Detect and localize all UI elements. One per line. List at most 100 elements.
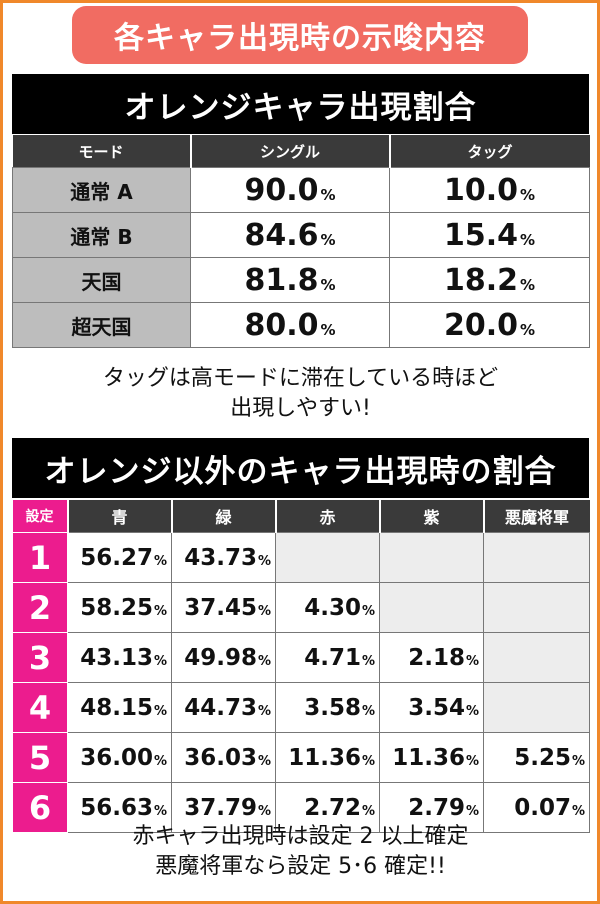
- mode-label: 超天国: [12, 302, 191, 348]
- blue-value: 56.27%: [67, 532, 172, 583]
- percent-sign: %: [257, 803, 271, 819]
- red-value: 11.36%: [275, 732, 380, 783]
- percent-sign: %: [153, 553, 167, 569]
- setting-number: 1: [12, 532, 68, 583]
- percent-sign: %: [520, 230, 536, 249]
- empty-cell: [483, 532, 590, 583]
- mode-label: 天国: [12, 257, 191, 303]
- percent-sign: %: [520, 185, 536, 204]
- green-value: 49.98%: [171, 632, 276, 683]
- percent-sign: %: [571, 753, 585, 769]
- cell-value: 37.79: [184, 794, 257, 821]
- blue-value: 56.63%: [67, 782, 172, 833]
- header-single: シングル: [190, 135, 391, 168]
- cell-value: 11.36: [392, 744, 465, 771]
- orange-section-title: オレンジキャラ出現割合: [12, 74, 589, 134]
- single-value: 90.0%: [190, 167, 390, 213]
- percent-sign: %: [257, 703, 271, 719]
- tag-value: 10.0%: [389, 167, 590, 213]
- percent-sign: %: [320, 320, 336, 339]
- cell-value: 11.36: [288, 744, 361, 771]
- percent-sign: %: [361, 753, 375, 769]
- red-value: 2.72%: [275, 782, 380, 833]
- empty-cell: [483, 582, 590, 633]
- blue-value: 43.13%: [67, 632, 172, 683]
- percent-sign: %: [361, 603, 375, 619]
- percent-sign: %: [520, 275, 536, 294]
- empty-cell: [379, 582, 484, 633]
- other-note: 赤キャラ出現時は設定 2 以上確定 悪魔将軍なら設定 5･6 確定!!: [12, 822, 589, 882]
- percent-sign: %: [361, 803, 375, 819]
- percent-sign: %: [465, 653, 479, 669]
- red-value: 4.30%: [275, 582, 380, 633]
- percent-sign: %: [257, 653, 271, 669]
- cell-value: 2.79: [408, 794, 465, 821]
- other-table-header-row: 設定 青 緑 赤 紫 悪魔将軍: [12, 500, 590, 533]
- tag-value: 15.4%: [389, 212, 590, 258]
- tag-value: 18.2%: [389, 257, 590, 303]
- cell-value: 49.98: [184, 644, 257, 671]
- setting-number: 6: [12, 782, 68, 833]
- table-row: 2 58.25% 37.45% 4.30%: [12, 582, 590, 633]
- cell-value: 43.73: [184, 544, 257, 571]
- akuma-shogun-value: 0.07%: [483, 782, 590, 833]
- percent-sign: %: [257, 603, 271, 619]
- header-akuma-shogun: 悪魔将軍: [483, 500, 590, 533]
- setting-number: 5: [12, 732, 68, 783]
- header-red: 赤: [275, 500, 381, 533]
- cell-value: 5.25: [514, 744, 571, 771]
- red-value: 3.58%: [275, 682, 380, 733]
- mode-label: 通常 A: [12, 167, 191, 213]
- empty-cell: [483, 682, 590, 733]
- cell-value: 58.25: [80, 594, 153, 621]
- cell-value: 10.0: [443, 172, 518, 208]
- other-note-line2: 悪魔将軍なら設定 5･6 確定!!: [155, 854, 446, 879]
- percent-sign: %: [153, 803, 167, 819]
- green-value: 37.45%: [171, 582, 276, 633]
- setting-number: 3: [12, 632, 68, 683]
- akuma-shogun-value: 5.25%: [483, 732, 590, 783]
- green-value: 36.03%: [171, 732, 276, 783]
- cell-value: 90.0: [244, 172, 319, 208]
- percent-sign: %: [520, 320, 536, 339]
- table-row: 通常 B 84.6% 15.4%: [12, 212, 590, 258]
- percent-sign: %: [465, 753, 479, 769]
- header-setting: 設定: [12, 500, 69, 533]
- header-green: 緑: [171, 500, 277, 533]
- cell-value: 3.58: [304, 694, 361, 721]
- cell-value: 44.73: [184, 694, 257, 721]
- green-value: 44.73%: [171, 682, 276, 733]
- header-purple: 紫: [379, 500, 485, 533]
- tag-value: 20.0%: [389, 302, 590, 348]
- orange-note-line1: タッグは高モードに滞在している時ほど: [102, 366, 499, 391]
- mode-label: 通常 B: [12, 212, 191, 258]
- cell-value: 20.0: [443, 307, 518, 343]
- table-row: 天国 81.8% 18.2%: [12, 257, 590, 303]
- cell-value: 37.45: [184, 594, 257, 621]
- table-row: 6 56.63% 37.79% 2.72% 2.79% 0.07%: [12, 782, 590, 833]
- orange-note-line2: 出現しやすい!: [230, 396, 371, 421]
- blue-value: 48.15%: [67, 682, 172, 733]
- green-value: 37.79%: [171, 782, 276, 833]
- cell-value: 80.0: [244, 307, 319, 343]
- page-title-banner: 各キャラ出現時の示唆内容: [72, 6, 528, 64]
- percent-sign: %: [153, 603, 167, 619]
- red-value: 4.71%: [275, 632, 380, 683]
- cell-value: 4.71: [304, 644, 361, 671]
- percent-sign: %: [257, 753, 271, 769]
- single-value: 81.8%: [190, 257, 390, 303]
- cell-value: 84.6: [244, 217, 319, 253]
- cell-value: 56.27: [80, 544, 153, 571]
- setting-number: 4: [12, 682, 68, 733]
- percent-sign: %: [257, 553, 271, 569]
- purple-value: 2.18%: [379, 632, 484, 683]
- purple-value: 11.36%: [379, 732, 484, 783]
- percent-sign: %: [153, 703, 167, 719]
- cell-value: 48.15: [80, 694, 153, 721]
- cell-value: 0.07: [514, 794, 571, 821]
- purple-value: 2.79%: [379, 782, 484, 833]
- header-mode: モード: [12, 135, 192, 168]
- orange-ratio-table: モード シングル タッグ 通常 A 90.0% 10.0% 通常 B 84.6% 15.4…: [12, 135, 590, 348]
- other-section-title: オレンジ以外のキャラ出現時の割合: [12, 438, 589, 498]
- other-ratio-table: 設定 青 緑 赤 紫 悪魔将軍 1 56.27% 43.73% 2 58.25% 37.4…: [12, 500, 590, 833]
